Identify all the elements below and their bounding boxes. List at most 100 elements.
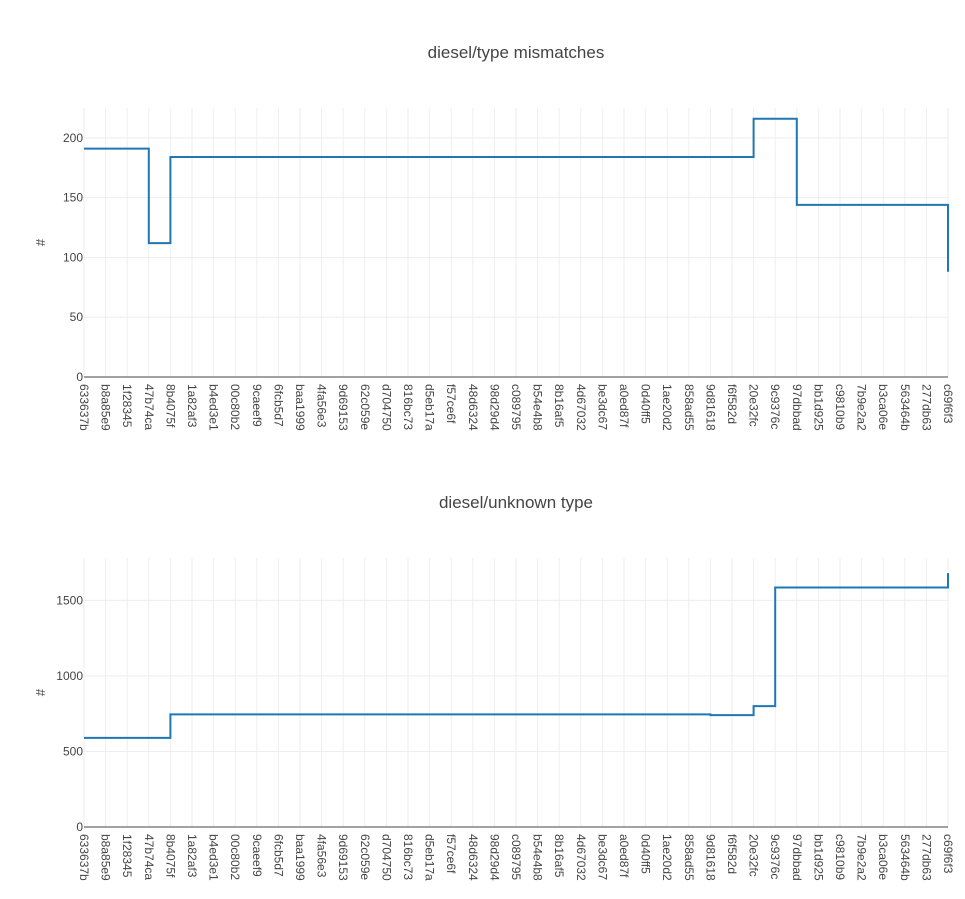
x-tick-label: 1f28345 [120,834,134,878]
y-tick-label: 1000 [56,669,83,683]
x-tick-label: f6f582d [725,834,739,874]
x-tick-label: be3dc67 [595,384,609,430]
x-tick-label: 9c9376c [768,834,782,879]
x-tick-label: 633637b [77,834,91,881]
x-tick-label: 277db63 [919,384,933,431]
x-tick-label: 20e32fc [747,834,761,877]
chart-type-mismatches: 0 50 100 150 200 633637b b8a85e9 1f28345 47b74ca… [33,43,955,431]
x-tick-label: 4d67032 [574,384,588,431]
x-tick-label: c9810b9 [833,834,847,880]
x-tick-label: 9caeef9 [250,384,264,427]
chart-title: diesel/type mismatches [428,43,605,62]
x-tick-label: 62c059e [358,834,372,880]
y-tick-label: 150 [63,191,83,205]
x-tick-label: be3dc67 [595,834,609,880]
y-tick-label: 100 [63,250,83,264]
x-tick-label: 1ae20d2 [660,834,674,881]
x-tick-label: b8a85e9 [99,834,113,881]
y-tick-label: 50 [70,310,84,324]
x-tick-label: 563464b [898,834,912,881]
x-tick-label: 48d6324 [466,834,480,881]
x-tick-label: d5eb17a [423,834,437,881]
chart-title: diesel/unknown type [439,493,593,512]
x-tick-label: 6fcb5d7 [271,384,285,427]
y-tick-label: 200 [63,131,83,145]
x-tick-label: 00c80b2 [228,384,242,430]
x-tick-label: 816bc73 [401,834,415,880]
x-tick-label: 4fa56e3 [315,384,329,428]
x-tick-label: 858ad55 [682,384,696,431]
x-tick-label: 277db63 [919,834,933,881]
x-tick-label: c69f6f3 [941,834,955,874]
x-tick-label: d5eb17a [423,384,437,431]
x-tick-label: 1a82af3 [185,834,199,878]
x-tick-label: 9d69153 [336,834,350,881]
x-tick-label: 97dbbad [790,384,804,431]
x-tick-label: 00c80b2 [228,834,242,880]
x-tick-label: c69f6f3 [941,384,955,424]
series-line [84,117,949,272]
x-tick-label: 47b74ca [142,384,156,430]
x-tick-label: 0d40ff5 [639,384,653,424]
x-tick-label: 0d40ff5 [639,834,653,874]
x-tick-label: d704750 [379,834,393,881]
x-tick-label: c089795 [509,834,523,880]
x-tick-label: 633637b [77,384,91,431]
x-tick-label: 7b9e2a2 [855,834,869,881]
x-tick-label: c9810b9 [833,384,847,430]
x-tick-label: b8a85e9 [99,384,113,431]
x-tick-label: 1ae20d2 [660,384,674,431]
x-tick-label: 1f28345 [120,384,134,428]
x-tick-label: 4fa56e3 [315,834,329,878]
x-tick-label: f57ce6f [444,384,458,424]
x-tick-label: 9d81618 [703,834,717,881]
x-tick-label: 48d6324 [466,384,480,431]
x-tick-label: b4ed3e1 [207,834,221,881]
y-tick-label: 0 [76,370,83,384]
x-tick-label: b54e4b8 [531,384,545,431]
x-tick-label: f6f582d [725,384,739,424]
x-tick-label: 9c9376c [768,384,782,429]
x-tick-label: 9d69153 [336,384,350,431]
x-tick-label: 7b9e2a2 [855,384,869,431]
x-tick-label: 9d81618 [703,384,717,431]
x-tick-label: c089795 [509,384,523,430]
x-tick-label: 8b4075f [163,834,177,878]
x-tick-label: 4d67032 [574,834,588,881]
x-tick-label: 8b16af5 [552,384,566,428]
x-tick-label: 9caeef9 [250,834,264,877]
x-tick-label: bb1d925 [811,834,825,881]
y-axis-label: # [33,688,48,696]
x-tick-label: 62c059e [358,384,372,430]
x-tick-label: 6fcb5d7 [271,834,285,877]
x-tick-label: b3ca06e [876,384,890,430]
x-tick-label: d704750 [379,384,393,431]
x-tick-label: b3ca06e [876,834,890,880]
x-tick-label: a0ed87f [617,834,631,878]
x-tick-label: 816bc73 [401,384,415,430]
x-tick-label: b4ed3e1 [207,384,221,431]
x-tick-label: b54e4b8 [531,834,545,881]
x-tick-label: 8b16af5 [552,834,566,878]
chart-unknown-type: 0 500 1000 1500 633637b b8a85e9 1f28345 47b74ca… [33,493,955,881]
x-tick-label: f57ce6f [444,834,458,874]
x-tick-label: baa1999 [293,834,307,881]
x-tick-label: 563464b [898,384,912,431]
y-tick-label: 1500 [56,593,83,607]
x-tick-label: 8b4075f [163,384,177,428]
x-tick-label: 20e32fc [747,384,761,427]
y-axis-label: # [33,238,48,246]
series-line [84,573,949,739]
x-tick-label: 97dbbad [790,834,804,881]
x-tick-label: baa1999 [293,384,307,431]
y-tick-label: 0 [76,820,83,834]
x-tick-label: bb1d925 [811,384,825,431]
x-tick-label: a0ed87f [617,384,631,428]
x-tick-label: 47b74ca [142,834,156,880]
x-tick-label: 1a82af3 [185,384,199,428]
x-tick-label: 98d29d4 [487,384,501,431]
y-tick-label: 500 [63,744,83,758]
x-tick-label: 858ad55 [682,834,696,881]
x-tick-label: 98d29d4 [487,834,501,881]
